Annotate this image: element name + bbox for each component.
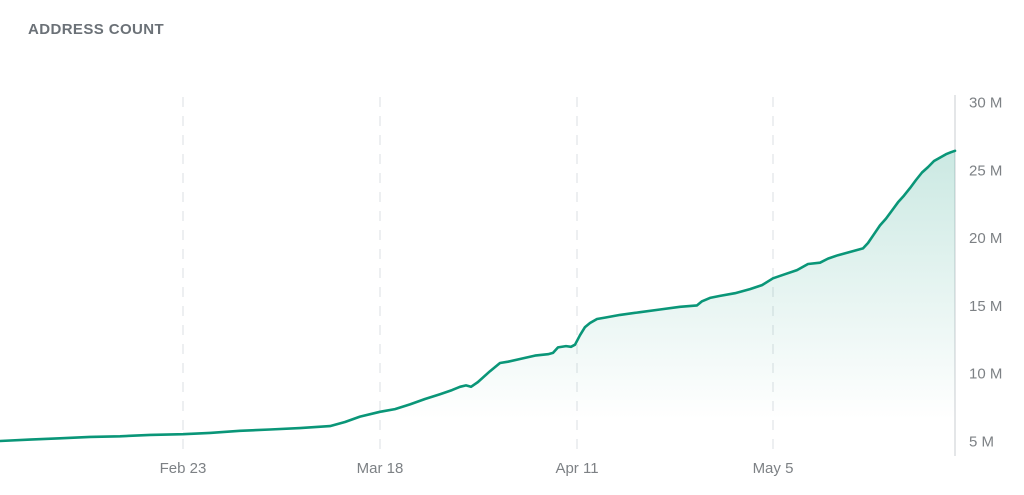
y-axis-label: 10 M [969,366,1002,383]
x-axis-label: Feb 23 [160,460,207,477]
y-axis-label: 30 M [969,95,1002,112]
y-axis-label: 20 M [969,230,1002,247]
y-axis-label: 15 M [969,298,1002,315]
x-axis-label: Mar 18 [357,460,404,477]
x-axis-label: Apr 11 [555,460,598,477]
series-area-fill [0,150,955,457]
x-axis-label: May 5 [753,460,794,477]
y-axis-label: 25 M [969,162,1002,179]
chart-title: ADDRESS COUNT [28,21,165,38]
series-line [0,149,957,443]
y-axis-label: 5 M [969,434,994,451]
